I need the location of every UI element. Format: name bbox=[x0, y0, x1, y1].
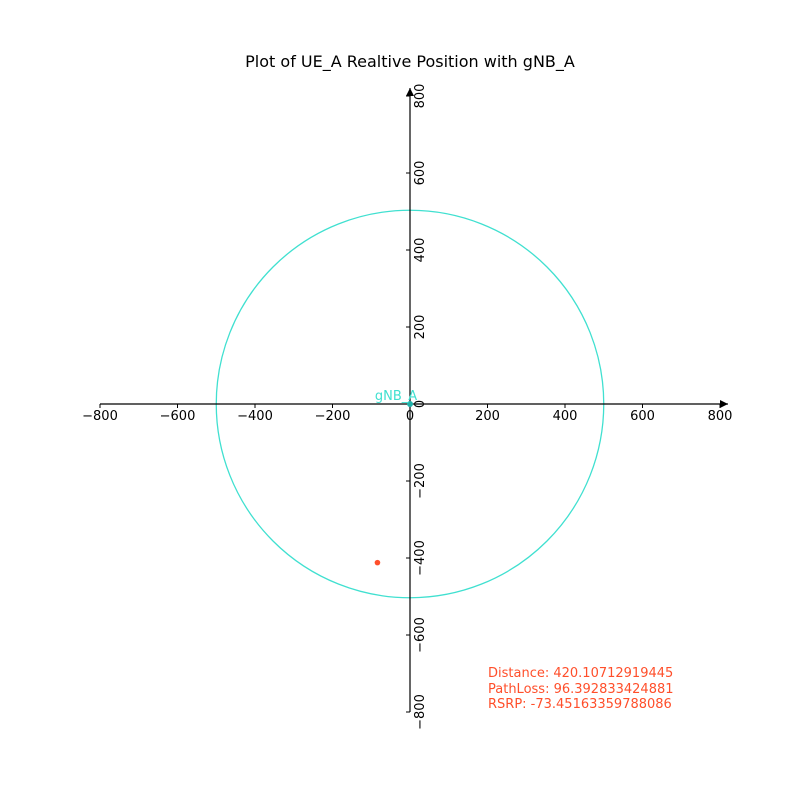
x-tick-label: 800 bbox=[708, 409, 733, 424]
y-tick-label: 800 bbox=[413, 84, 428, 109]
chart-title: Plot of UE_A Realtive Position with gNB_… bbox=[245, 52, 575, 72]
x-axis-arrow bbox=[720, 400, 728, 408]
pathloss-text: PathLoss: 96.392833424881 bbox=[488, 682, 674, 697]
gnb-label: gNB_A bbox=[375, 389, 417, 404]
y-tick-label: 0 bbox=[413, 400, 428, 408]
rsrp-text: RSRP: -73.45163359788086 bbox=[488, 697, 672, 712]
y-tick-label: 600 bbox=[413, 161, 428, 186]
y-tick-label: −200 bbox=[413, 463, 428, 499]
x-tick-label: 0 bbox=[406, 409, 414, 424]
y-tick-label: 200 bbox=[413, 315, 428, 340]
y-tick-label: −800 bbox=[413, 694, 428, 730]
distance-text: Distance: 420.10712919445 bbox=[488, 666, 673, 681]
y-tick-label: −400 bbox=[413, 540, 428, 576]
y-axis-arrow bbox=[406, 88, 414, 96]
y-ticks: −800 −600 −400 −200 0 200 400 600 800 bbox=[406, 84, 428, 730]
x-tick-label: −200 bbox=[315, 409, 351, 424]
y-tick-label: 400 bbox=[413, 238, 428, 263]
x-tick-label: −400 bbox=[237, 409, 273, 424]
y-tick-label: −600 bbox=[413, 617, 428, 653]
x-tick-label: −800 bbox=[82, 409, 118, 424]
x-tick-label: −600 bbox=[160, 409, 196, 424]
x-tick-label: 600 bbox=[630, 409, 655, 424]
x-tick-label: 200 bbox=[475, 409, 500, 424]
stats-annotation: Distance: 420.10712919445 PathLoss: 96.3… bbox=[488, 666, 674, 712]
x-tick-label: 400 bbox=[553, 409, 578, 424]
x-ticks: −800 −600 −400 −200 0 200 400 600 800 bbox=[82, 404, 732, 424]
gnb-point bbox=[407, 401, 413, 407]
ue-point bbox=[374, 559, 381, 566]
